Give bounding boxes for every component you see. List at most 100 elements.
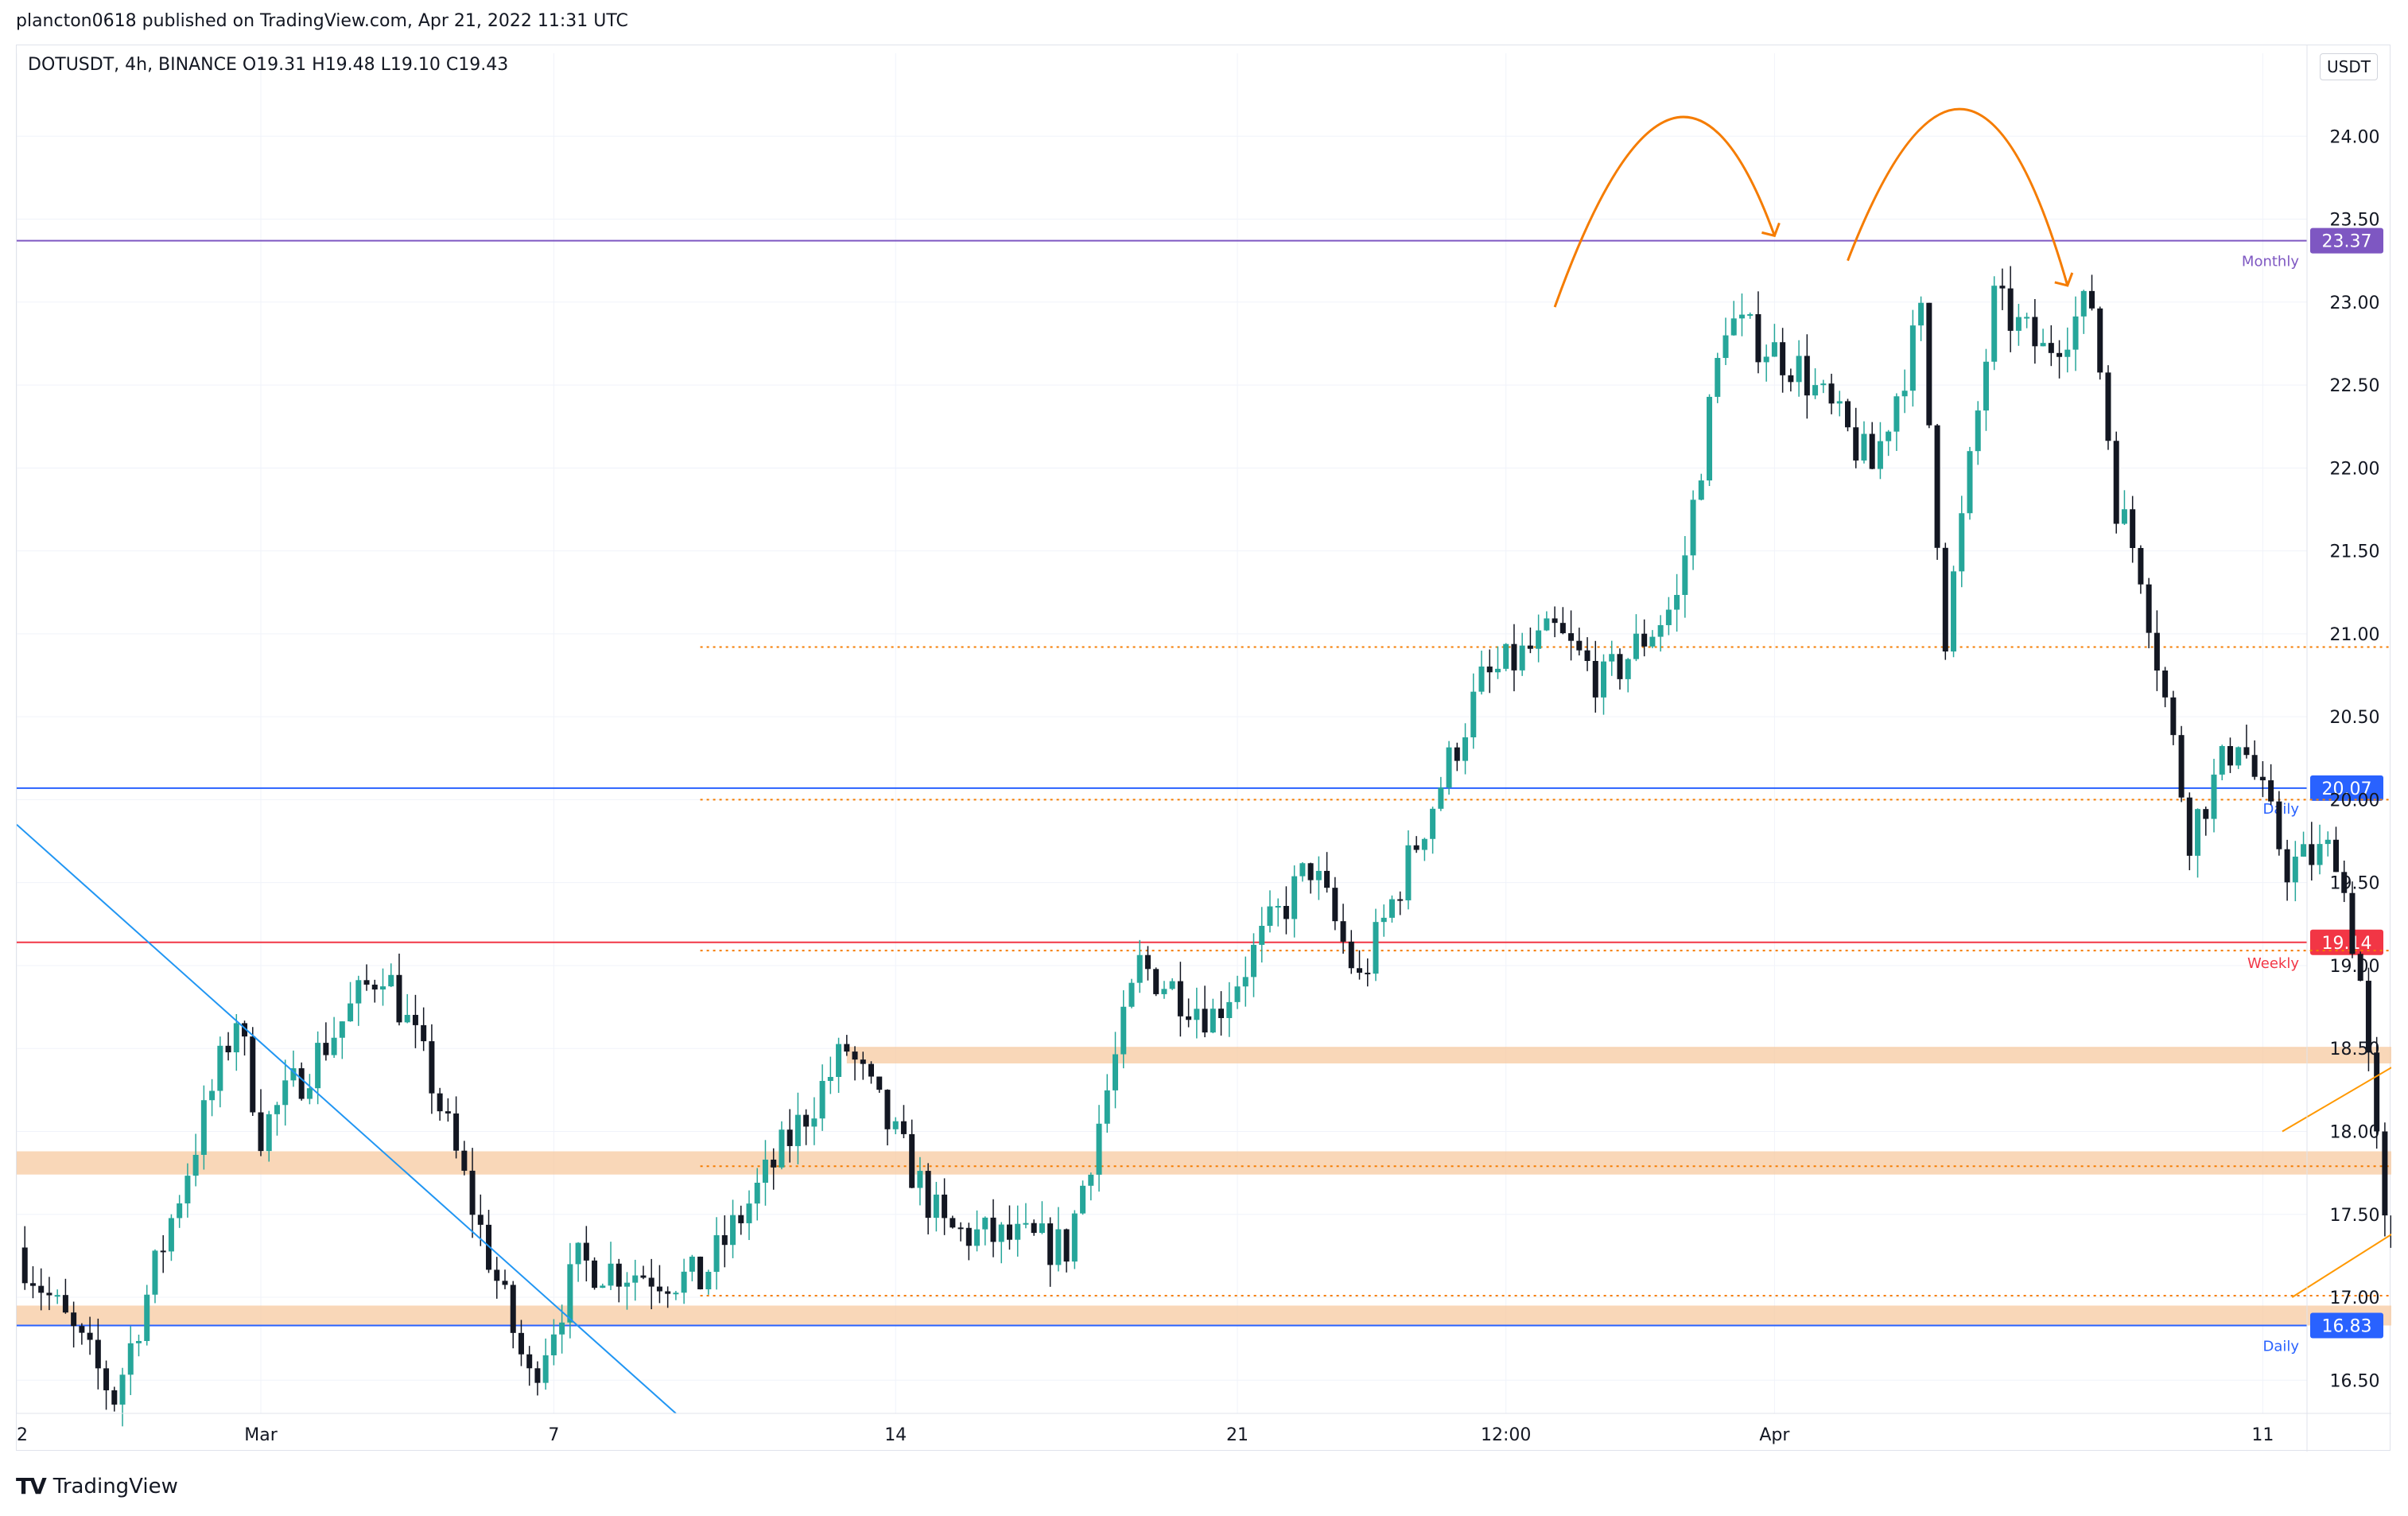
candle-body <box>1559 623 1566 634</box>
candle-body <box>746 1203 752 1223</box>
candle-body <box>697 1256 704 1290</box>
candle-body <box>1039 1223 1045 1234</box>
candle-body <box>567 1264 573 1323</box>
candle-body <box>1291 876 1298 919</box>
candle-body <box>1405 845 1412 900</box>
currency-badge[interactable]: USDT <box>2320 53 2378 80</box>
candle-body <box>494 1269 500 1281</box>
candle-body <box>1324 870 1330 888</box>
candle-body <box>421 1024 427 1042</box>
candle-body <box>282 1080 289 1106</box>
candle-body <box>486 1224 492 1270</box>
candle-body <box>721 1234 728 1246</box>
candle-body <box>1218 1009 1225 1018</box>
chart-area[interactable]: Monthly23.37Daily20.07Weekly19.14Daily16… <box>16 45 2391 1452</box>
candle-body <box>1991 286 1998 362</box>
candle-body <box>502 1281 508 1285</box>
candle-body <box>1169 981 1175 989</box>
y-tick-label: 22.00 <box>2330 459 2380 479</box>
candle-body <box>1536 630 1542 649</box>
candle-body <box>1365 972 1371 974</box>
candle-body <box>2324 839 2331 845</box>
candle-body <box>2130 509 2136 548</box>
candle-body <box>2374 1052 2380 1132</box>
candle-body <box>1975 410 1981 452</box>
candle-body <box>2268 780 2274 802</box>
candle-body <box>982 1217 988 1230</box>
y-tick-label: 22.50 <box>2330 376 2380 396</box>
candle-body <box>1983 361 1989 411</box>
y-tick-label: 16.50 <box>2330 1371 2380 1391</box>
candle-body <box>192 1154 199 1176</box>
candle-body <box>526 1354 533 1369</box>
candle-body <box>2072 316 2079 350</box>
candle-body <box>217 1045 223 1091</box>
candle-body <box>2219 746 2225 775</box>
x-tick-label: 22 <box>17 1425 28 1445</box>
candle-body <box>136 1340 142 1343</box>
levels-layer: Monthly23.37Daily20.07Weekly19.14Daily16… <box>17 227 2383 1355</box>
candle-body <box>1242 977 1249 987</box>
candle-body <box>54 1295 60 1297</box>
candle-body <box>1755 314 1761 363</box>
candle-body <box>2048 343 2054 353</box>
candle-body <box>819 1080 825 1119</box>
candle-body <box>2186 797 2192 856</box>
candle-body <box>2317 844 2323 865</box>
candle-body <box>1454 747 1460 761</box>
candle-body <box>738 1215 744 1223</box>
candle-body <box>21 1247 28 1284</box>
candle-body <box>1625 659 1631 679</box>
candle-body <box>177 1203 183 1219</box>
candle-body <box>1047 1223 1054 1265</box>
candle-body <box>852 1051 858 1060</box>
candle-body <box>1470 691 1477 738</box>
candle-body <box>1438 787 1444 809</box>
candle-body <box>306 1088 313 1099</box>
candle-body <box>1194 1009 1200 1020</box>
support-zone <box>17 1151 2391 1175</box>
candle-body <box>1649 636 1656 647</box>
candle-body <box>1430 808 1436 839</box>
candle-body <box>1144 954 1151 970</box>
candle-body <box>550 1334 557 1355</box>
candle-body <box>974 1229 981 1246</box>
candle-body <box>298 1068 305 1099</box>
candle-body <box>2357 954 2363 982</box>
candle-body <box>1283 906 1289 919</box>
candles-layer <box>21 266 2391 1427</box>
candle-body <box>2146 584 2152 633</box>
candle-body <box>1307 863 1314 880</box>
candle-body <box>656 1286 662 1292</box>
y-tick-label: 17.00 <box>2330 1289 2380 1308</box>
level-name: Daily <box>2262 1338 2299 1355</box>
candle-body <box>1136 954 1143 983</box>
candle-body <box>274 1105 280 1114</box>
candle-body <box>1682 555 1688 595</box>
candle-body <box>2235 747 2242 766</box>
x-tick-label: 14 <box>884 1425 907 1445</box>
candle-body <box>990 1217 996 1242</box>
candle-body <box>2251 755 2258 777</box>
peak-arrow <box>1553 115 1776 308</box>
candle-body <box>1951 571 1957 652</box>
channel-upper <box>2282 1067 2391 1133</box>
candle-body <box>713 1234 720 1273</box>
candle-body <box>477 1215 484 1225</box>
candle-body <box>1202 1009 1208 1033</box>
candle-body <box>290 1068 297 1081</box>
support-zone <box>846 1047 2391 1063</box>
candlestick-chart[interactable]: Monthly23.37Daily20.07Weekly19.14Daily16… <box>17 45 2391 1452</box>
candle-body <box>510 1285 516 1333</box>
candle-body <box>348 1003 354 1022</box>
candle-body <box>95 1339 101 1369</box>
candle-body <box>730 1215 736 1246</box>
candle-body <box>1568 633 1575 641</box>
candle-body <box>355 980 362 1004</box>
candle-body <box>1234 986 1241 1002</box>
candle-body <box>1267 906 1273 926</box>
candle-body <box>1690 500 1696 556</box>
candle-body <box>794 1114 801 1146</box>
candle-body <box>1381 917 1387 923</box>
x-tick-label: Apr <box>1759 1425 1790 1445</box>
